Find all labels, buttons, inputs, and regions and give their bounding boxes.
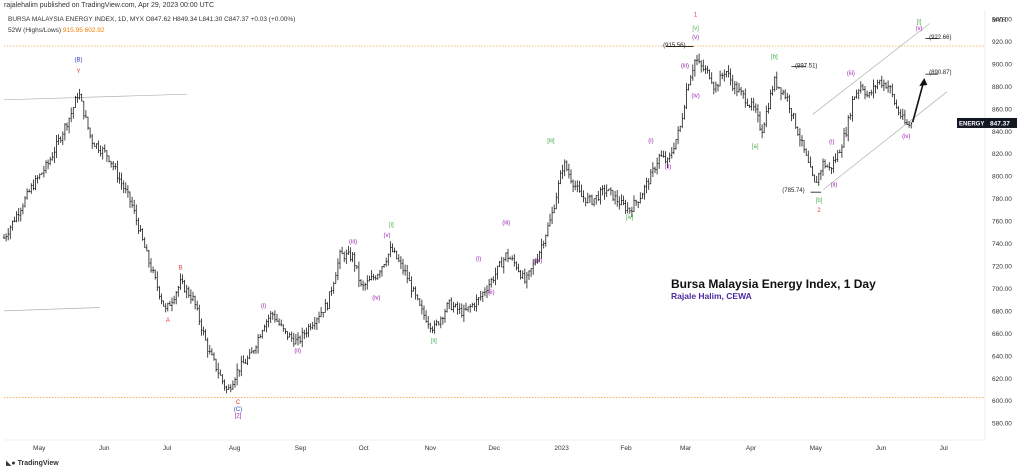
wave-label: B: [179, 265, 183, 271]
x-tick-label: Dec: [488, 445, 500, 452]
y-tick-label: 760.00: [992, 219, 1012, 226]
x-tick-label: 2023: [554, 445, 569, 452]
y-tick-label: 920.00: [992, 39, 1012, 46]
wave-label: C: [236, 400, 241, 406]
wave-label: [b]: [816, 198, 823, 204]
wave-label: (i): [829, 140, 834, 146]
wave-label: (915.56): [663, 43, 685, 49]
projection-arrowhead: [919, 77, 928, 86]
y-tick-label: 660.00: [992, 331, 1012, 338]
x-tick-label: Jul: [163, 445, 172, 452]
wave-label: (iv): [372, 296, 380, 302]
wave-label: (i): [261, 304, 266, 310]
wave-label: A: [166, 318, 170, 324]
wave-label: (i): [648, 138, 653, 144]
wave-label: (iii): [847, 71, 855, 77]
wave-label: (ii): [665, 164, 672, 170]
symbol-badge: [957, 117, 987, 128]
wave-label: (C): [234, 407, 242, 413]
x-tick-label: Oct: [359, 445, 369, 452]
wave-label: [iii]: [547, 138, 555, 144]
wave-label: [ii]: [431, 338, 437, 344]
wave-label: (iv): [902, 134, 910, 140]
wave-label: (iii): [349, 240, 357, 246]
y-tick-label: 840.00: [992, 129, 1012, 136]
wave-label: [iv]: [626, 215, 634, 221]
symbol-info-line: BURSA MALAYSIA ENERGY INDEX, 1D, MYX O84…: [8, 16, 296, 23]
y-tick-label: 900.00: [992, 61, 1012, 68]
wave-label: 1: [694, 13, 698, 19]
wave-label: [a]: [752, 144, 759, 150]
last-price-badge: [987, 117, 1017, 128]
wave-label: (922.66): [929, 35, 951, 41]
y-tick-label: 680.00: [992, 308, 1012, 315]
x-tick-label: May: [33, 445, 46, 452]
x-tick-label: Nov: [425, 445, 437, 452]
y-tick-label: 940.00: [992, 16, 1012, 23]
wave-label: [2]: [235, 414, 242, 420]
wave-label: (iv): [534, 259, 542, 265]
x-tick-label: Jul: [940, 445, 949, 452]
y-tick-label: 580.00: [992, 421, 1012, 428]
y-tick-label: 640.00: [992, 353, 1012, 360]
wave-label: (v): [916, 26, 923, 32]
indicator-high-value: 915.95: [62, 27, 83, 34]
wave-label: [i]: [389, 223, 394, 229]
wave-label: (v): [384, 233, 391, 239]
wave-label: (v): [692, 35, 699, 41]
wave-label: (iii): [681, 63, 689, 69]
channel-lower-line: [823, 91, 947, 190]
y-tick-label: 860.00: [992, 106, 1012, 113]
wave-label: (ii): [831, 182, 838, 188]
logo-text: TradingView: [17, 460, 59, 467]
chart-author: Rajale Halim, CEWA: [671, 291, 752, 301]
wave-label: (890.87): [929, 70, 951, 76]
chart-title: Bursa Malaysia Energy Index, 1 Day: [671, 277, 876, 291]
y-tick-label: 880.00: [992, 84, 1012, 91]
y-tick-label: 700.00: [992, 286, 1012, 293]
channel-upper-line: [812, 23, 930, 115]
wave-label: (B): [74, 58, 82, 64]
x-tick-label: May: [810, 445, 823, 452]
wave-label: [i]: [917, 19, 922, 25]
x-tick-label: Jun: [876, 445, 887, 452]
wave-label: (ii): [488, 290, 495, 296]
symbol-badge-text: ENERGY: [959, 121, 984, 127]
wave-label: [b]: [771, 54, 778, 60]
tradingview-logo-icon: ◣●: [6, 460, 16, 467]
projection-arrow: [911, 82, 925, 123]
wave-label: (iv): [691, 94, 699, 100]
tradingview-logo[interactable]: ◣● TradingView: [6, 459, 59, 467]
x-tick-label: Jun: [99, 445, 110, 452]
y-tick-label: 820.00: [992, 151, 1012, 158]
wave-label: (785.74): [782, 188, 804, 194]
last-price-badge-text: 847.37: [990, 120, 1010, 127]
y-tick-label: 740.00: [992, 241, 1012, 248]
trend-line: [3, 307, 100, 312]
wave-label: (ii): [294, 348, 301, 354]
y-tick-label: 800.00: [992, 174, 1012, 181]
x-tick-label: Feb: [620, 445, 632, 452]
wave-label: (iii): [502, 220, 510, 226]
x-tick-label: Aug: [229, 445, 241, 452]
axis-unit-label: MYR: [992, 17, 1007, 24]
wave-label: Y: [76, 69, 80, 75]
y-tick-label: 720.00: [992, 263, 1012, 270]
publisher-line: rajalehalim published on TradingView.com…: [4, 2, 214, 9]
wave-label: 2: [817, 208, 821, 214]
y-tick-label: 600.00: [992, 398, 1012, 405]
y-tick-label: 780.00: [992, 196, 1012, 203]
indicator-legend[interactable]: 52W (Highs/Lows) 915.95 602.92: [8, 27, 105, 34]
trend-line: [3, 93, 188, 101]
wave-label: [v]: [692, 26, 699, 32]
wave-label: (i): [476, 256, 481, 262]
x-tick-label: Mar: [680, 445, 692, 452]
y-tick-label: 620.00: [992, 376, 1012, 383]
wave-label: (897.51): [795, 63, 817, 69]
x-tick-label: Apr: [746, 445, 757, 452]
x-tick-label: Sep: [295, 445, 307, 452]
indicator-low-value: 602.92: [84, 27, 105, 34]
indicator-label: 52W (Highs/Lows): [8, 27, 62, 34]
